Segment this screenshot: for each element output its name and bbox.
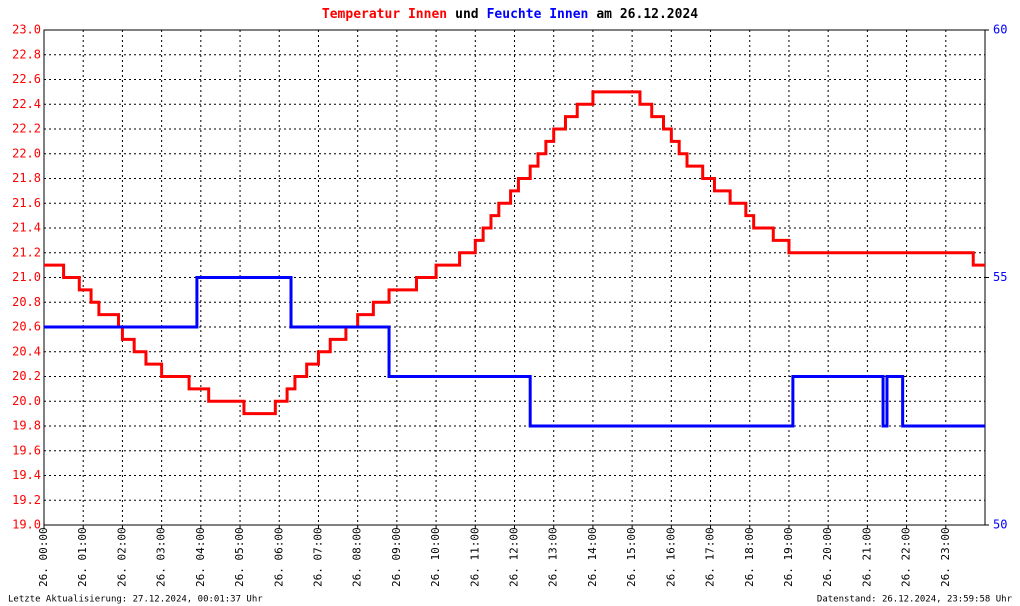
y-tick-label: 20.4 xyxy=(12,344,41,358)
x-tick-label: 26. 15:00 xyxy=(625,527,638,587)
x-tick-label: 26. 05:00 xyxy=(233,527,246,587)
title-part: Temperatur Innen xyxy=(322,7,447,22)
series-line xyxy=(44,276,985,428)
y-tick-label: 20.0 xyxy=(12,394,41,408)
y-tick-label: 20.8 xyxy=(12,295,41,309)
y-tick-label: 19.0 xyxy=(12,518,41,532)
footer-right: Datenstand: 26.12.2024, 23:59:58 Uhr xyxy=(817,595,1013,605)
y-tick-label: 21.2 xyxy=(12,245,41,259)
y2-tick-label: 50 xyxy=(993,518,1007,532)
x-tick-label: 26. 19:00 xyxy=(782,527,795,587)
x-tick-label: 26. 00:00 xyxy=(37,527,50,587)
x-tick-label: 26. 03:00 xyxy=(155,527,168,587)
y-tick-label: 20.2 xyxy=(12,369,41,383)
y-tick-label: 19.6 xyxy=(12,443,41,457)
x-tick-label: 26. 06:00 xyxy=(272,527,285,587)
x-tick-label: 26. 07:00 xyxy=(311,527,324,587)
x-tick-label: 26. 08:00 xyxy=(351,527,364,587)
x-tick-label: 26. 13:00 xyxy=(547,527,560,587)
x-tick-label: 26. 04:00 xyxy=(194,527,207,587)
x-tick-label: 26. 20:00 xyxy=(821,527,834,587)
x-tick-label: 26. 09:00 xyxy=(390,527,403,587)
x-tick-label: 26. 18:00 xyxy=(743,527,756,587)
y-tick-label: 22.4 xyxy=(12,97,41,111)
footer-left: Letzte Aktualisierung: 27.12.2024, 00:01… xyxy=(8,595,263,605)
x-tick-label: 26. 23:00 xyxy=(939,527,952,587)
y-tick-label: 22.6 xyxy=(12,72,41,86)
y-tick-label: 21.6 xyxy=(12,196,41,210)
x-tick-label: 26. 21:00 xyxy=(860,527,873,587)
title-part: am 26.12.2024 xyxy=(596,7,698,22)
x-tick-label: 26. 14:00 xyxy=(586,527,599,587)
y-tick-label: 19.8 xyxy=(12,419,41,433)
x-tick-label: 26. 02:00 xyxy=(115,527,128,587)
y-tick-label: 22.0 xyxy=(12,146,41,160)
x-tick-label: 26. 10:00 xyxy=(429,527,442,587)
chart-title: Temperatur Innen und Feuchte Innen am 26.12… xyxy=(322,7,698,22)
x-tick-label: 26. 17:00 xyxy=(704,527,717,587)
y-tick-label: 22.8 xyxy=(12,47,41,61)
y-tick-label: 23.0 xyxy=(12,23,41,37)
title-part: und xyxy=(455,7,478,22)
x-tick-label: 26. 01:00 xyxy=(76,527,89,587)
series-line xyxy=(44,90,985,416)
x-tick-label: 26. 22:00 xyxy=(900,527,913,587)
y-tick-label: 21.0 xyxy=(12,270,41,284)
y2-tick-label: 55 xyxy=(993,270,1007,284)
y-tick-label: 19.2 xyxy=(12,493,41,507)
plot-frame xyxy=(43,29,986,526)
y2-tick-label: 60 xyxy=(993,23,1007,37)
y-tick-label: 19.4 xyxy=(12,468,41,482)
y-tick-label: 22.2 xyxy=(12,122,41,136)
y-tick-label: 21.8 xyxy=(12,171,41,185)
y-tick-label: 21.4 xyxy=(12,221,41,235)
x-tick-label: 26. 12:00 xyxy=(508,527,521,587)
y-tick-label: 20.6 xyxy=(12,320,41,334)
x-tick-label: 26. 16:00 xyxy=(664,527,677,587)
x-tick-label: 26. 11:00 xyxy=(468,527,481,587)
title-part: Feuchte Innen xyxy=(487,7,589,22)
